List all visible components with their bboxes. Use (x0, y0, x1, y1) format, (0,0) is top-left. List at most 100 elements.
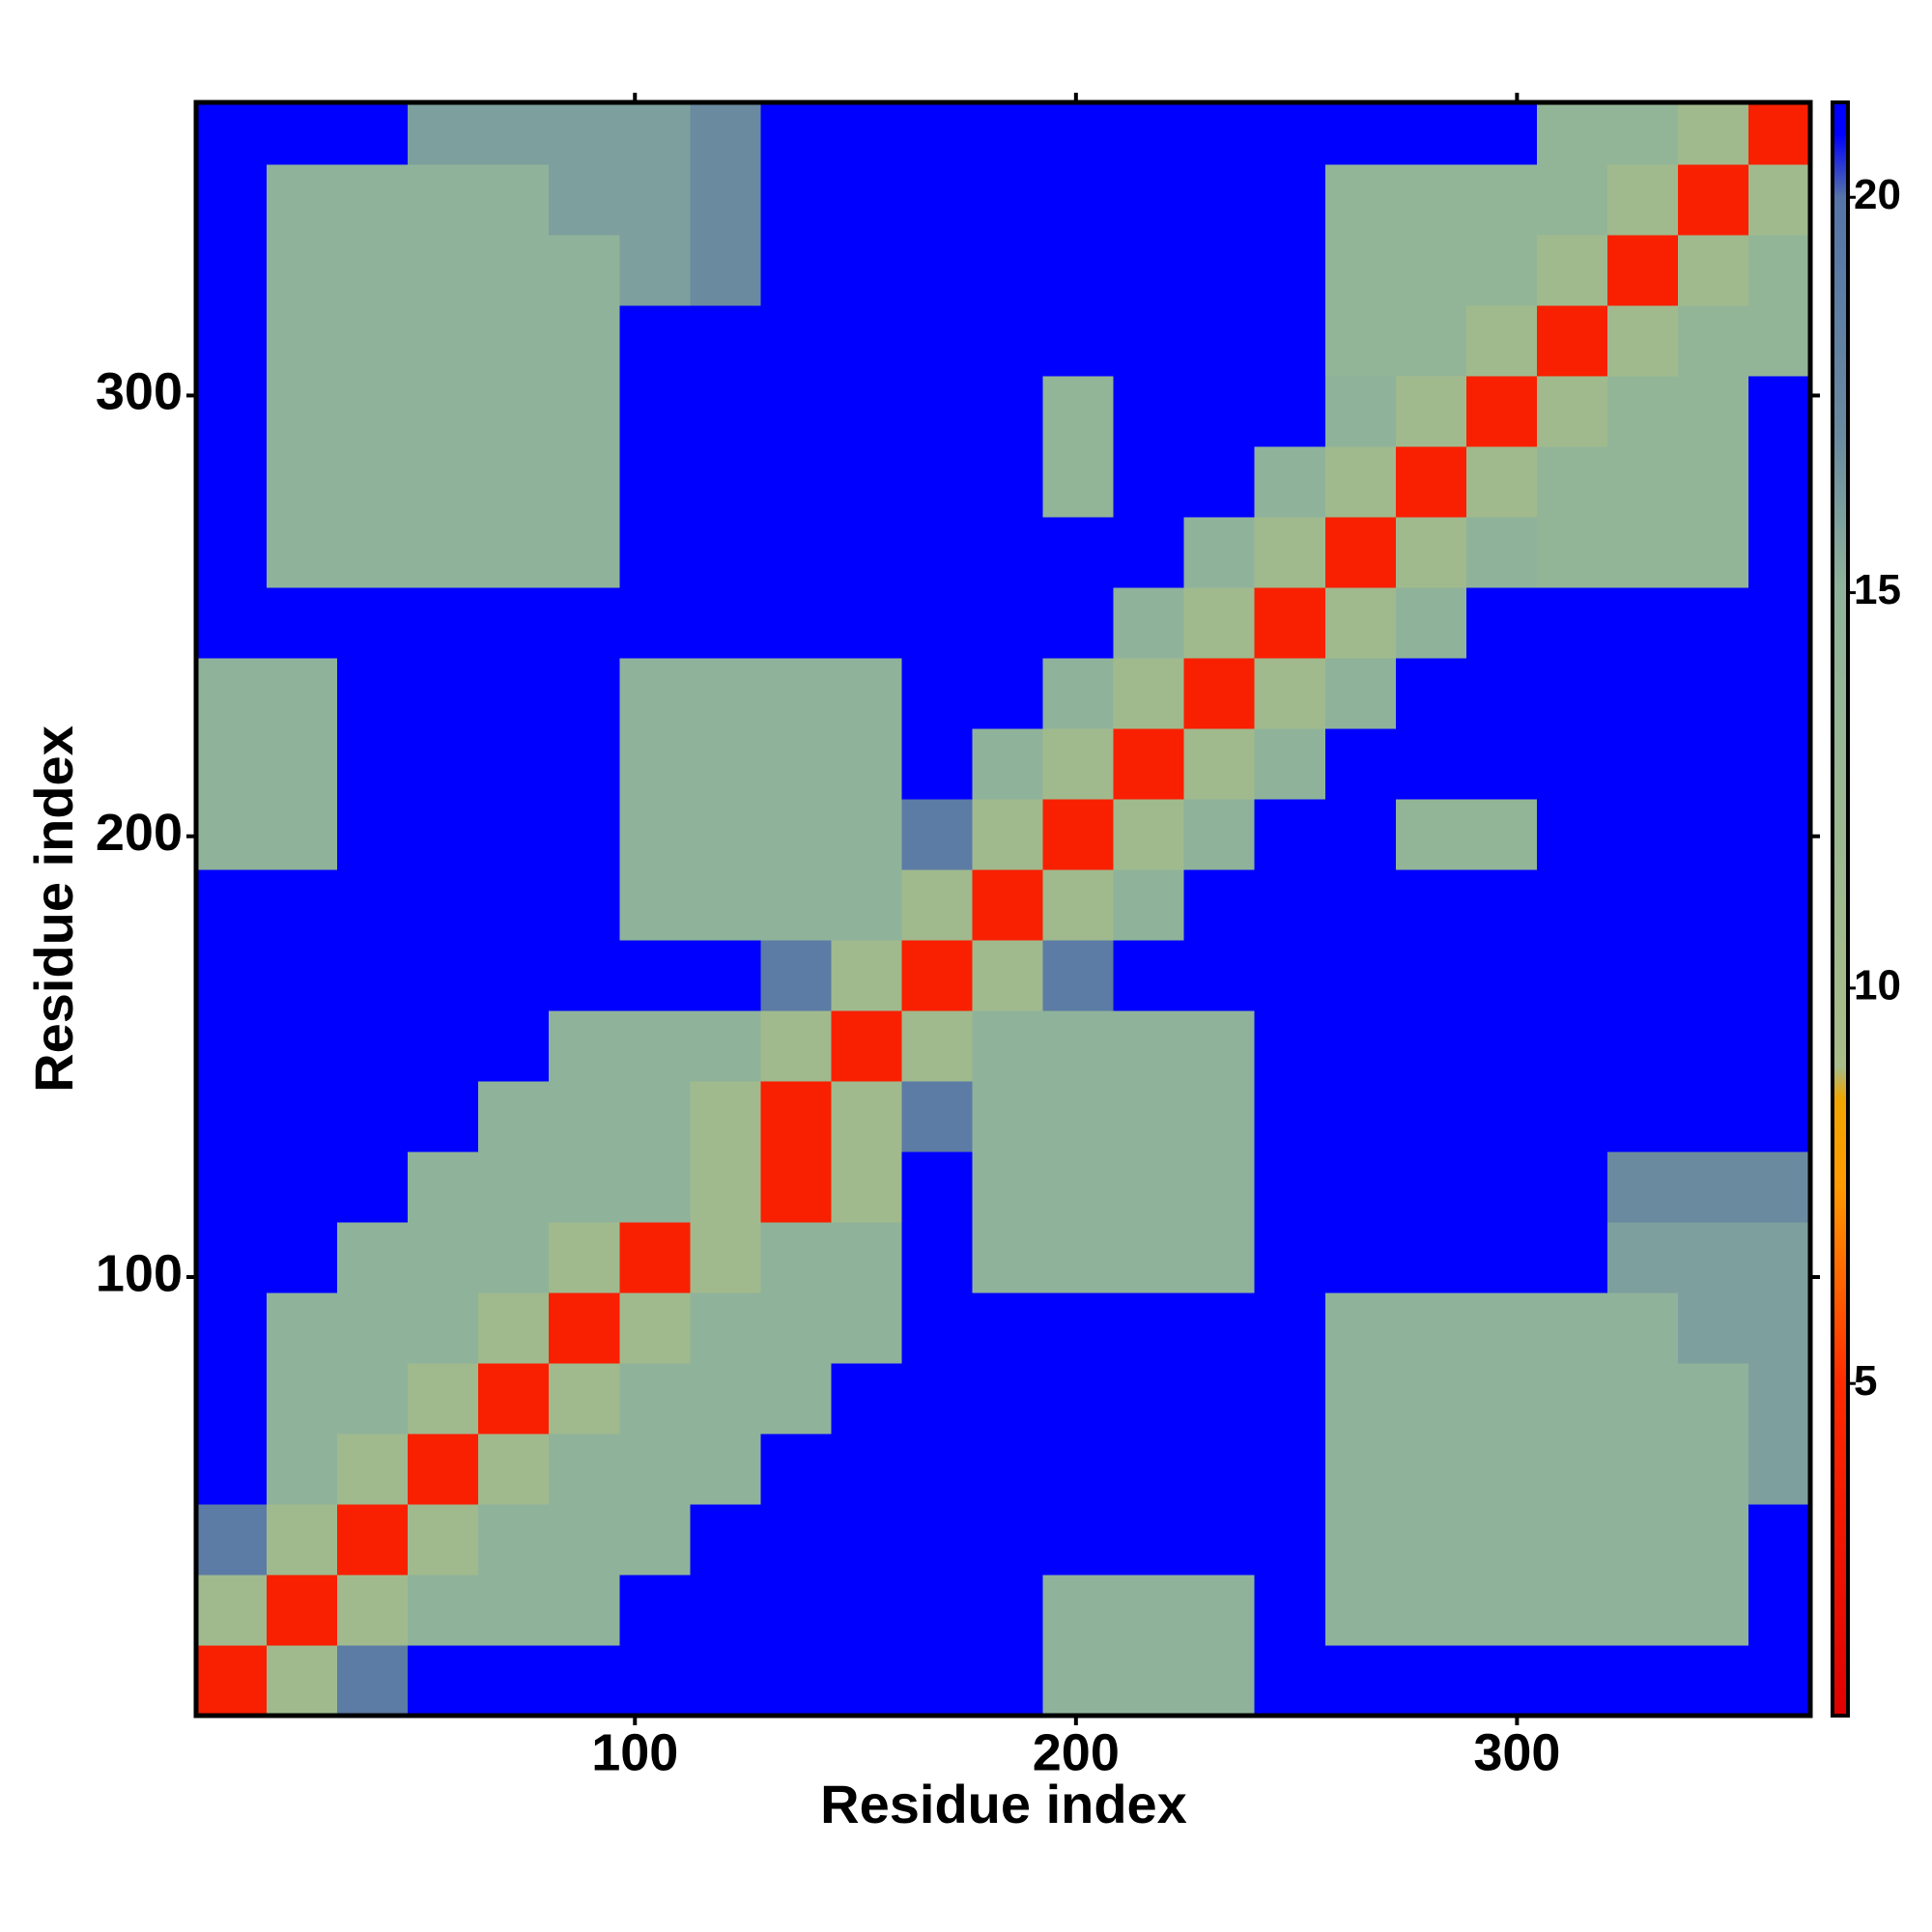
heatmap-cell (1324, 516, 1397, 588)
heatmap-cell (760, 586, 832, 659)
heatmap-cell (619, 727, 691, 800)
heatmap-cell (196, 234, 268, 306)
heatmap-cell (1536, 1574, 1608, 1646)
heatmap-cell (549, 304, 620, 377)
heatmap-cell (1536, 375, 1608, 447)
heatmap-cell (1254, 657, 1326, 729)
heatmap-cell (1465, 586, 1538, 659)
heatmap-cell (1324, 868, 1397, 941)
heatmap-cell (196, 586, 268, 659)
heatmap-cell (196, 727, 268, 800)
heatmap-cell (972, 1503, 1044, 1576)
heatmap-cell (337, 586, 409, 659)
heatmap-cell (972, 234, 1044, 306)
x-tick-label: 300 (1473, 1723, 1560, 1781)
heatmap-cell (1465, 868, 1538, 941)
heatmap-cell (1113, 1433, 1185, 1505)
heatmap-cell (1465, 1574, 1538, 1646)
heatmap-cell (831, 1362, 902, 1435)
heatmap-cell (267, 1362, 338, 1435)
heatmap-cell (478, 1151, 550, 1223)
heatmap-cell (408, 1080, 479, 1152)
heatmap-cell (1254, 868, 1326, 941)
heatmap-cell (549, 798, 620, 870)
heatmap-cell (337, 163, 409, 236)
heatmap-cell (549, 727, 620, 800)
heatmap-cell (1465, 939, 1538, 1011)
heatmap-cell (1748, 234, 1811, 306)
heatmap-cell (1465, 1362, 1538, 1435)
heatmap-cell (1606, 1362, 1679, 1435)
heatmap-cell (1748, 304, 1811, 377)
heatmap-cell (901, 586, 974, 659)
heatmap-cell (972, 1009, 1044, 1082)
heatmap-cell (549, 1080, 620, 1152)
heatmap-cell (478, 868, 550, 941)
heatmap-cell (901, 304, 974, 377)
heatmap-cell (1042, 657, 1115, 729)
heatmap-cell (1183, 657, 1256, 729)
heatmap-cell (1748, 1221, 1811, 1293)
heatmap-cell (1395, 445, 1467, 518)
heatmap-cell (478, 798, 550, 870)
heatmap-cell (549, 375, 620, 447)
heatmap-cell (267, 1009, 338, 1082)
heatmap-cell (1606, 1503, 1679, 1576)
x-tick-label: 200 (1033, 1723, 1120, 1781)
heatmap-cell (1113, 1292, 1185, 1364)
heatmap-cell (337, 1151, 409, 1223)
heatmap-cell (549, 657, 620, 729)
heatmap-cell (690, 304, 761, 377)
heatmap-cell (619, 304, 691, 377)
heatmap-cell (1395, 727, 1467, 800)
heatmap-cell (1113, 586, 1185, 659)
heatmap-cell (1536, 516, 1608, 588)
heatmap-cell (478, 1433, 550, 1505)
heatmap-cell (1465, 1009, 1538, 1082)
heatmap-cell (1183, 1292, 1256, 1364)
heatmap-cell (337, 1221, 409, 1293)
heatmap-cell (619, 375, 691, 447)
heatmap-cell (1254, 586, 1326, 659)
heatmap-cell (1113, 1362, 1185, 1435)
heatmap-cell (1113, 939, 1185, 1011)
heatmap-cell (408, 516, 479, 588)
heatmap-cell (1254, 1433, 1326, 1505)
heatmap-cell (760, 304, 832, 377)
heatmap-cell (1678, 304, 1749, 377)
heatmap-cell (972, 1362, 1044, 1435)
heatmap-cell (196, 1503, 268, 1576)
heatmap-cell (1183, 516, 1256, 588)
heatmap-cell (549, 1503, 620, 1576)
heatmap-cell (1113, 445, 1185, 518)
heatmap-cell (408, 1433, 479, 1505)
heatmap-cell (1465, 163, 1538, 236)
heatmap-cell (760, 516, 832, 588)
heatmap-cell (1678, 939, 1749, 1011)
heatmap-cell (760, 1503, 832, 1576)
heatmap-cell (478, 1009, 550, 1082)
heatmap-cell (1536, 798, 1608, 870)
heatmap-cell (1748, 102, 1811, 165)
heatmap-cell (831, 234, 902, 306)
plot-frame (193, 99, 1813, 1719)
heatmap-cell (1183, 1433, 1256, 1505)
heatmap-cell (1536, 868, 1608, 941)
heatmap-cell (337, 939, 409, 1011)
heatmap-cell (408, 375, 479, 447)
heatmap-cell (1042, 1433, 1115, 1505)
heatmap-cell (1465, 657, 1538, 729)
heatmap-cell (1113, 1503, 1185, 1576)
colorbar-tick-label: 15 (1854, 566, 1901, 613)
heatmap-cell (690, 798, 761, 870)
heatmap-cell (1324, 304, 1397, 377)
heatmap-cell (1113, 1221, 1185, 1293)
heatmap-cell (619, 939, 691, 1011)
heatmap-cell (1536, 1080, 1608, 1152)
heatmap-cell (1395, 516, 1467, 588)
heatmap-cell (901, 163, 974, 236)
heatmap-cell (337, 234, 409, 306)
heatmap-cell (1113, 657, 1185, 729)
heatmap-cell (901, 1151, 974, 1223)
heatmap-cell (549, 939, 620, 1011)
